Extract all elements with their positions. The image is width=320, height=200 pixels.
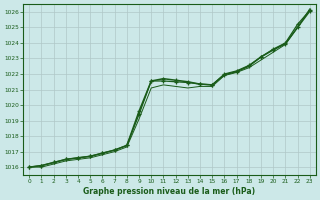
X-axis label: Graphe pression niveau de la mer (hPa): Graphe pression niveau de la mer (hPa) (84, 187, 256, 196)
